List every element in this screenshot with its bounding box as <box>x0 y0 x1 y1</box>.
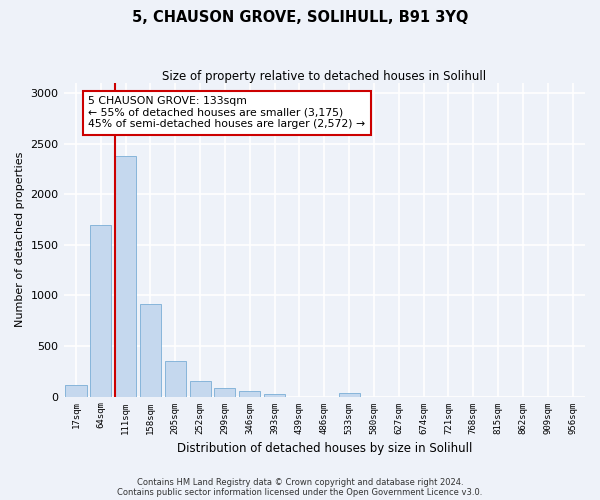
Text: Contains HM Land Registry data © Crown copyright and database right 2024.
Contai: Contains HM Land Registry data © Crown c… <box>118 478 482 497</box>
Bar <box>264 394 285 396</box>
X-axis label: Distribution of detached houses by size in Solihull: Distribution of detached houses by size … <box>176 442 472 455</box>
Text: 5 CHAUSON GROVE: 133sqm
← 55% of detached houses are smaller (3,175)
45% of semi: 5 CHAUSON GROVE: 133sqm ← 55% of detache… <box>88 96 365 130</box>
Bar <box>239 391 260 396</box>
Bar <box>90 224 112 396</box>
Y-axis label: Number of detached properties: Number of detached properties <box>15 152 25 328</box>
Bar <box>65 386 86 396</box>
Bar <box>140 304 161 396</box>
Title: Size of property relative to detached houses in Solihull: Size of property relative to detached ho… <box>162 70 487 83</box>
Bar <box>190 381 211 396</box>
Bar <box>214 388 235 396</box>
Text: 5, CHAUSON GROVE, SOLIHULL, B91 3YQ: 5, CHAUSON GROVE, SOLIHULL, B91 3YQ <box>132 10 468 25</box>
Bar <box>338 393 359 396</box>
Bar <box>115 156 136 396</box>
Bar <box>165 361 186 396</box>
